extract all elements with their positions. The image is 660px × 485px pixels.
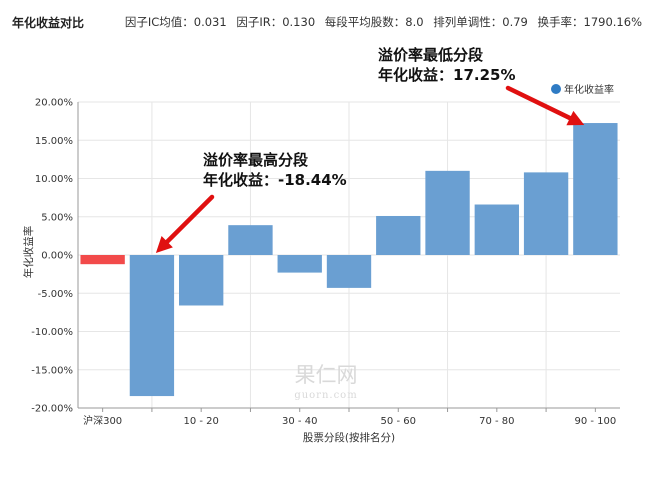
bar-4 (277, 255, 322, 273)
x-tick-label: 90 - 100 (574, 416, 616, 427)
annotations: 溢价率最高分段 年化收益：-18.44% 溢价率最低分段 年化收益：17.25% (155, 46, 585, 253)
y-tick-label: -15.00% (31, 365, 73, 376)
y-tick-label: 15.00% (35, 136, 73, 147)
chart-title: 年化收益对比 (12, 16, 85, 30)
x-axis-title: 股票分段(按排名分) (303, 431, 395, 444)
y-tick-label: -20.00% (31, 404, 73, 415)
bar-0 (80, 255, 125, 265)
bar-7 (425, 170, 470, 255)
y-tick-label: -5.00% (38, 289, 73, 300)
stat-ir: 因子IR：0.130 (236, 15, 316, 29)
stat-monotonicity: 排列单调性：0.79 (433, 15, 528, 29)
y-tick-label: -10.00% (31, 327, 73, 338)
legend-marker (551, 84, 561, 94)
y-axis: 20.00% 15.00% 10.00% 5.00% 0.00% -5.00% -10.00… (31, 98, 79, 415)
bar-8 (474, 204, 519, 255)
x-tick-label: 沪深300 (83, 414, 122, 427)
stat-turnover: 换手率：1790.16% (537, 15, 642, 29)
bar-9 (523, 172, 569, 255)
arrow-max-shaft (505, 85, 573, 121)
legend[interactable]: 年化收益率 (551, 83, 614, 96)
bars (80, 123, 618, 397)
legend-label: 年化收益率 (564, 83, 614, 96)
stat-ic-mean: 因子IC均值：0.031 (124, 15, 227, 29)
annotation-max-line2: 年化收益：17.25% (378, 66, 515, 84)
annotation-min-line2: 年化收益：-18.44% (203, 171, 347, 189)
x-tick-label: 50 - 60 (381, 416, 416, 427)
x-tick-label: 70 - 80 (479, 416, 514, 427)
bar-1 (129, 255, 175, 397)
bar-2 (179, 255, 224, 306)
watermark-sub: guorn.com (294, 390, 357, 401)
bar-10 (573, 123, 618, 255)
bar-3 (228, 225, 273, 255)
annotation-min-line1: 溢价率最高分段 (203, 151, 308, 169)
watermark-main: 果仁网 (295, 363, 358, 387)
stat-avg-stocks: 每段平均股数：8.0 (324, 15, 424, 29)
bar-6 (376, 215, 421, 255)
arrow-min-shaft (164, 194, 215, 244)
arrow-max-head (566, 110, 585, 126)
y-tick-label: 5.00% (41, 212, 73, 223)
x-tick-label: 10 - 20 (183, 416, 218, 427)
x-tick-label: 30 - 40 (282, 416, 317, 427)
y-tick-label: 10.00% (35, 174, 73, 185)
y-axis-title: 年化收益率 (22, 226, 35, 279)
factor-stats: 因子IC均值：0.031 因子IR：0.130 每段平均股数：8.0 排列单调性… (119, 14, 642, 30)
x-axis: 沪深300 10 - 20 30 - 40 50 - 60 70 - 80 90 - 10… (78, 407, 620, 427)
y-tick-label: 20.00% (35, 98, 73, 109)
annotation-max-line1: 溢价率最低分段 (378, 46, 483, 64)
watermark: 果仁网 guorn.com (294, 363, 357, 401)
arrow-min-head (155, 236, 173, 253)
bar-5 (326, 255, 372, 288)
y-tick-label: 0.00% (41, 251, 73, 262)
